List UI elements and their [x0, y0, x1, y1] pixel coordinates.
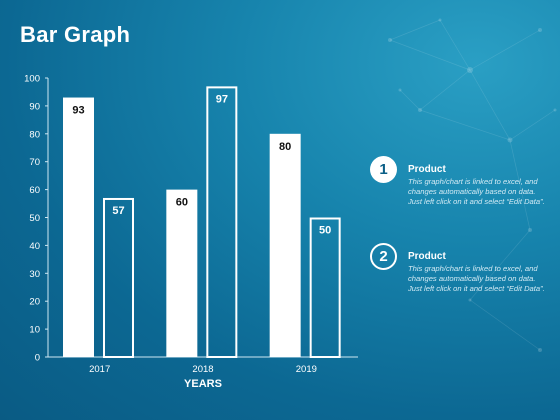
bar-series-1-2017 [63, 97, 94, 357]
bar-series-2-2018 [206, 86, 238, 359]
legend-number-badge: 2 [370, 243, 397, 270]
bar-value-label: 60 [176, 197, 188, 209]
bar-value-label: 93 [72, 105, 84, 117]
page-title: Bar Graph [20, 22, 131, 47]
x-tick-label: 2018 [192, 364, 213, 375]
legend-description: This graph/chart is linked to excel, and… [408, 264, 545, 293]
y-tick-label: 90 [29, 101, 40, 112]
y-tick-label: 20 [29, 297, 40, 308]
data-labels: 93 57 60 97 80 50 [72, 93, 331, 236]
y-tick-label: 70 [29, 157, 40, 168]
legend-number-badge: 1 [370, 156, 397, 183]
bars [63, 86, 341, 359]
y-tick-label: 50 [29, 213, 40, 224]
bar-value-label: 97 [216, 93, 228, 105]
bar-series-2-2017 [103, 197, 134, 358]
y-tick-label: 30 [29, 269, 40, 280]
y-axis: 0 10 20 30 40 50 60 70 80 90 100 [24, 74, 49, 364]
y-tick-label: 0 [35, 353, 40, 364]
y-tick-label: 100 [24, 74, 40, 85]
x-tick-label: 2017 [89, 364, 110, 375]
bar-series-2-2019 [309, 217, 341, 358]
y-tick-label: 80 [29, 129, 40, 140]
y-tick-label: 40 [29, 241, 40, 252]
y-tick-label: 60 [29, 185, 40, 196]
bar-series-1-2019 [269, 133, 301, 357]
x-tick-label: 2019 [296, 364, 317, 375]
bar-value-label: 57 [112, 205, 124, 217]
y-tick-label: 10 [29, 325, 40, 336]
legend-description: This graph/chart is linked to excel, and… [408, 177, 545, 206]
legend-series-name: Product [408, 251, 446, 262]
x-axis: 2017 2018 2019 [48, 356, 358, 375]
bar-value-label: 80 [279, 141, 291, 153]
bar-series-1-2018 [166, 189, 198, 357]
bar-value-label: 50 [319, 225, 331, 237]
legend-series-name: Product [408, 164, 446, 175]
x-axis-label: YEARS [184, 378, 222, 390]
